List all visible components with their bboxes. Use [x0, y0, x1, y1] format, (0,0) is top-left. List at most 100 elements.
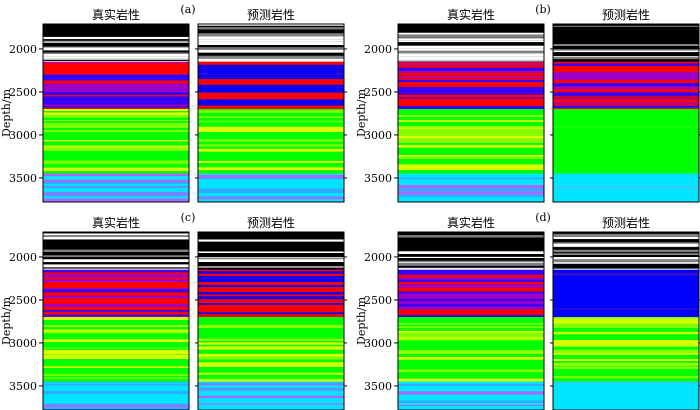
lithology-layer	[43, 397, 189, 400]
lithology-layer	[398, 125, 544, 128]
lithology-layer	[398, 274, 544, 278]
lithology-layer	[198, 105, 344, 109]
lithology-layer	[398, 359, 544, 362]
lithology-layer	[553, 159, 699, 162]
lithology-layer	[398, 40, 544, 43]
lithology-layer	[398, 394, 544, 398]
lithology-layer	[553, 104, 699, 106]
lithology-layer	[553, 281, 699, 284]
lithology-layer	[43, 407, 189, 410]
lithology-layer	[398, 109, 544, 111]
lithology-layer	[43, 344, 189, 346]
lithology-layer	[398, 66, 544, 68]
lithology-layer	[198, 379, 344, 382]
lithology-layer	[398, 144, 544, 148]
lithology-layer	[43, 391, 189, 395]
lithology-layer	[43, 347, 189, 349]
lithology-layer	[398, 237, 544, 241]
lithology-layer	[553, 308, 699, 310]
lithology-layer	[398, 337, 544, 339]
lithology-layer	[398, 72, 544, 76]
lithology-layer	[198, 374, 344, 377]
panel-label: (c)	[181, 211, 196, 224]
lithology-layer	[553, 357, 699, 360]
lithology-layer	[198, 258, 344, 260]
lithology-layer	[553, 77, 699, 80]
lithology-layer	[198, 77, 344, 80]
lithology-layer	[43, 385, 189, 389]
lithology-layer	[43, 68, 189, 71]
lithology-layer	[553, 380, 699, 382]
lithology-layer	[398, 299, 544, 302]
lithology-layer	[198, 151, 344, 155]
lithology-layer	[398, 61, 544, 63]
lithology-layer	[43, 306, 189, 310]
lithology-layer	[198, 199, 344, 202]
lithology-layer	[398, 138, 544, 142]
lithology-layer	[398, 70, 544, 73]
lithology-layer	[43, 92, 189, 96]
lithology-layer	[398, 265, 544, 268]
lithology-layer	[398, 284, 544, 286]
lithology-layer	[553, 156, 699, 158]
lithology-layer	[398, 279, 544, 282]
lithology-layer	[198, 33, 344, 37]
lithology-layer	[43, 282, 189, 285]
lithology-layer	[398, 115, 544, 118]
lithology-layer	[43, 381, 189, 383]
column-frame	[42, 231, 190, 410]
lithology-layer	[43, 243, 189, 247]
lithology-layer	[398, 375, 544, 378]
lithology-layer	[43, 41, 189, 43]
lithology-layer	[553, 343, 699, 345]
lithology-layer	[398, 97, 544, 99]
lithology-layer	[43, 295, 189, 299]
lithology-layer	[398, 156, 544, 159]
lithology-layer	[198, 121, 344, 125]
lithology-layer	[198, 45, 344, 48]
lithology-layer	[398, 380, 544, 382]
lithology-layer	[198, 303, 344, 305]
lithology-layer	[553, 131, 699, 134]
lithology-layer	[553, 301, 699, 304]
lithology-layer	[398, 83, 544, 84]
lithology-layer	[553, 193, 699, 197]
lithology-layer	[553, 268, 699, 270]
lithology-layer	[553, 291, 699, 294]
lithology-layer	[553, 183, 699, 185]
y-tick-label: 2000	[364, 43, 392, 56]
column-header-predicted: 预测岩性	[602, 7, 650, 22]
lithology-layer	[398, 374, 544, 376]
lithology-layer	[43, 87, 189, 90]
lithology-layer	[398, 62, 544, 64]
lithology-layer	[198, 342, 344, 345]
lithology-layer	[553, 107, 699, 110]
lithology-layer	[398, 103, 544, 105]
lithology-layer	[43, 192, 189, 196]
lithology-layer	[553, 406, 699, 410]
lithology-layer	[198, 259, 344, 263]
lithology-layer	[553, 334, 699, 337]
lithology-layer	[198, 381, 344, 383]
lithology-layer	[43, 50, 189, 53]
lithology-layer	[398, 42, 544, 45]
lithology-layer	[553, 397, 699, 401]
lithology-layer	[43, 159, 189, 161]
lithology-layer	[553, 59, 699, 62]
lithology-layer	[43, 185, 189, 188]
lithology-layer	[398, 124, 544, 126]
lithology-layer	[198, 349, 344, 352]
lithology-layer	[43, 60, 189, 62]
lithology-layer	[198, 100, 344, 103]
column-header-predicted: 预测岩性	[602, 215, 650, 230]
lithology-layer	[43, 252, 189, 256]
lithology-layer	[198, 257, 344, 259]
lithology-layer	[43, 188, 189, 190]
lithology-layer	[553, 318, 699, 321]
lithology-layer	[398, 101, 544, 103]
true-lithology-column	[397, 231, 545, 410]
lithology-layer	[398, 320, 544, 322]
lithology-layer	[553, 269, 699, 273]
lithology-layer	[553, 361, 699, 363]
